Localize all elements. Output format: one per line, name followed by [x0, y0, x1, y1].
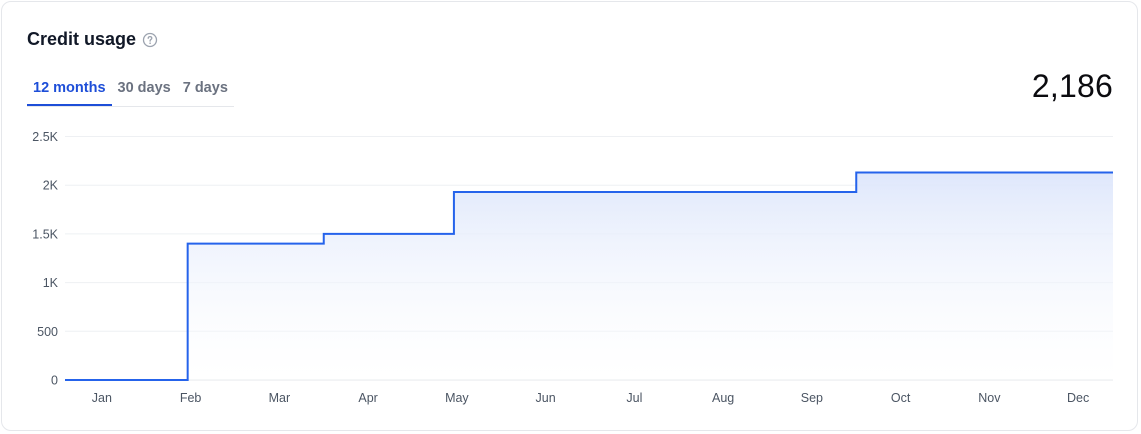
x-tick-label: Jun — [536, 391, 556, 405]
y-tick-label: 2.5K — [32, 130, 58, 144]
x-tick-label: Dec — [1067, 391, 1089, 405]
x-tick-label: Jul — [626, 391, 642, 405]
y-tick-label: 1K — [43, 276, 59, 290]
x-tick-label: Feb — [180, 391, 202, 405]
usage-step-line — [65, 171, 1113, 381]
y-tick-label: 1.5K — [32, 227, 58, 241]
x-tick-label: Mar — [269, 391, 291, 405]
tab-12-months[interactable]: 12 months — [27, 76, 112, 106]
y-tick-label: 500 — [37, 325, 58, 339]
x-tick-label: Nov — [978, 391, 1001, 405]
card-title: Credit usage — [27, 29, 137, 49]
y-tick-label: 2K — [43, 179, 59, 193]
tab-7-days[interactable]: 7 days — [182, 80, 228, 96]
x-tick-label: Apr — [358, 391, 377, 405]
x-tick-label: Aug — [712, 391, 734, 405]
x-tick-label: Jan — [92, 391, 112, 405]
x-tick-label: Sep — [801, 391, 823, 405]
card-title-row: Credit usage — [27, 29, 158, 50]
x-tick-label: Oct — [891, 391, 911, 405]
period-tabs: 12 months 30 days 7 days — [27, 76, 234, 107]
total-credits-value: 2,186 — [1031, 68, 1113, 104]
y-tick-label: 0 — [51, 374, 58, 388]
tab-30-days[interactable]: 30 days — [117, 80, 171, 96]
x-tick-label: May — [445, 391, 469, 405]
question-circle-icon[interactable] — [142, 32, 158, 48]
usage-area-fill — [65, 172, 1113, 380]
